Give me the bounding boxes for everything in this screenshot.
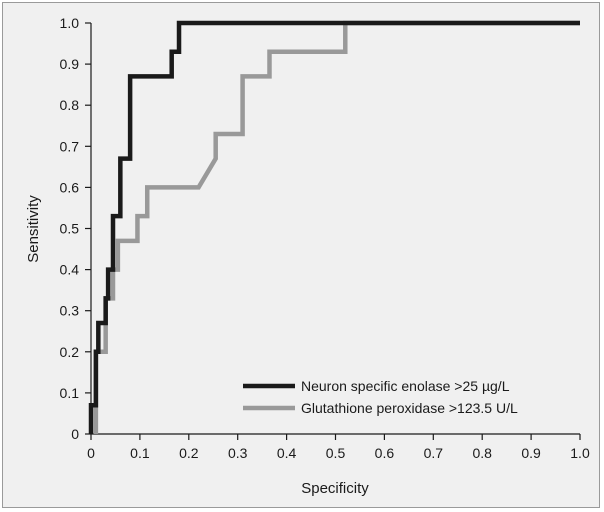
series-layer [88, 20, 580, 434]
x-tick-label: 0.3 [228, 445, 248, 461]
y-tick-label: 0.7 [60, 138, 80, 154]
x-tick-label: 0.2 [179, 445, 199, 461]
x-tick-label: 1.0 [570, 445, 590, 461]
legend-label-gpx: Glutathione peroxidase >123.5 U/L [301, 400, 518, 416]
roc-chart: 0 0.1 0.2 0.3 0.4 0.5 0.6 0.7 0.8 0.9 1.0 00.10.20… [25, 15, 590, 497]
x-tick-label: 0 [87, 445, 95, 461]
y-tick-label: 0.1 [60, 385, 80, 401]
chart-frame: 0 0.1 0.2 0.3 0.4 0.5 0.6 0.7 0.8 0.9 1.0 0 0.1 0.2 0… [2, 2, 600, 508]
y-tick-label: 0.2 [60, 344, 80, 360]
y-tick-label: 1.0 [60, 15, 80, 31]
x-tick-label: 0.1 [130, 445, 150, 461]
y-tick-label: 0.5 [60, 221, 80, 237]
y-tick-label: 0 [71, 426, 79, 442]
x-axis-title: Specificity [301, 480, 369, 497]
series-line-gpx [93, 20, 580, 434]
y-axis-title: Sensitivity [25, 195, 42, 263]
axes [90, 23, 580, 435]
y-ticks: 0 0.1 0.2 0.3 0.4 0.5 0.6 0.7 0.8 0.9 1.0 [60, 15, 91, 442]
x-tick-label: 0.4 [277, 445, 297, 461]
y-tick-label: 0.8 [60, 97, 80, 113]
legend-label-nse: Neuron specific enolase >25 µg/L [301, 378, 510, 394]
y-tick-label: 0.6 [60, 179, 80, 195]
x-tick-label: 0.6 [375, 445, 395, 461]
y-tick-label: 0.9 [60, 56, 80, 72]
y-tick-label: 0.3 [60, 303, 80, 319]
x-tick-label: 0.9 [521, 445, 541, 461]
x-ticks: 0 0.1 0.2 0.3 0.4 0.5 0.6 0.7 0.8 0.9 1.0 [87, 434, 590, 461]
legend: Neuron specific enolase >25 µg/L Glutath… [243, 378, 518, 416]
x-tick-label: 0.7 [424, 445, 444, 461]
series-line-nse [88, 20, 580, 434]
y-tick-label: 0.4 [60, 262, 80, 278]
x-tick-label: 0.8 [472, 445, 492, 461]
x-tick-label: 0.5 [326, 445, 346, 461]
